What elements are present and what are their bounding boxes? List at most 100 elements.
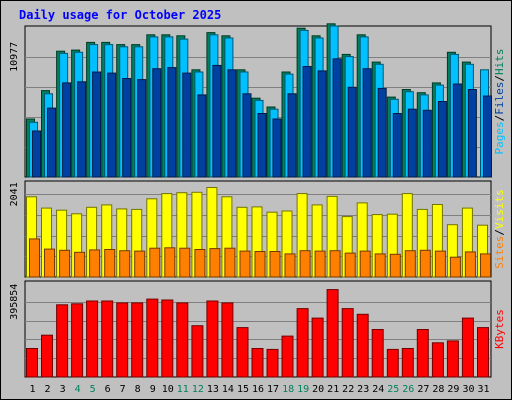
- bar-pages: [377, 87, 387, 178]
- bar-sites: [209, 248, 221, 278]
- bar-pages: [392, 113, 402, 178]
- bar-sites: [254, 251, 266, 278]
- bar-kbytes: [416, 329, 429, 378]
- day-label: 29: [447, 384, 459, 395]
- day-label: 8: [135, 384, 141, 395]
- bar-pages: [77, 81, 87, 178]
- bar-pages: [47, 107, 56, 178]
- day-label: 7: [120, 384, 126, 395]
- bar-pages: [437, 101, 447, 178]
- bar-kbytes: [266, 348, 279, 378]
- bar-sites: [164, 247, 176, 278]
- bar-pages: [287, 93, 297, 178]
- bar-sites: [44, 248, 55, 278]
- bar-kbytes: [86, 300, 99, 378]
- day-label: 2: [44, 384, 50, 395]
- side-label-kbytes: KBytes: [493, 309, 506, 349]
- day-label: 1: [29, 384, 35, 395]
- day-label: 5: [90, 384, 96, 395]
- day-label: 28: [432, 384, 444, 395]
- day-label: 26: [402, 384, 414, 395]
- bar-pages: [122, 78, 132, 178]
- bar-pages: [32, 130, 41, 178]
- side-label-separator: /: [493, 115, 506, 122]
- day-label: 20: [312, 384, 324, 395]
- bar-pages: [347, 86, 357, 178]
- bar-kbytes: [176, 302, 189, 378]
- day-label: 27: [417, 384, 429, 395]
- bar-kbytes: [431, 342, 444, 378]
- side-label-visits: Visits: [493, 189, 506, 229]
- bar-kbytes: [371, 329, 384, 378]
- bar-pages: [137, 79, 147, 178]
- bar-pages: [302, 66, 312, 178]
- bar-kbytes: [146, 298, 159, 378]
- bar-kbytes: [161, 299, 174, 378]
- day-label: 19: [297, 384, 309, 395]
- bar-pages: [452, 83, 462, 178]
- bar-sites: [434, 250, 446, 278]
- bar-sites: [389, 253, 401, 278]
- side-label-group: KBytes: [493, 309, 506, 349]
- day-label: 31: [477, 384, 489, 395]
- bar-pages: [227, 69, 237, 178]
- panel-side-labels: KBytes: [493, 309, 506, 349]
- bar-sites: [104, 249, 116, 278]
- bar-pages: [332, 58, 342, 178]
- bar-kbytes: [191, 325, 204, 378]
- bar-pages: [182, 72, 192, 178]
- bar-kbytes: [326, 289, 339, 378]
- bar-pages: [107, 72, 117, 178]
- day-label: 17: [267, 384, 279, 395]
- bar-sites: [359, 250, 371, 278]
- bar-kbytes: [356, 313, 369, 378]
- day-label: 14: [222, 384, 234, 395]
- bar-kbytes: [251, 348, 264, 378]
- bar-kbytes: [386, 348, 399, 378]
- bar-kbytes: [131, 302, 144, 378]
- day-label: 23: [357, 384, 369, 395]
- bar-sites: [239, 250, 251, 278]
- bar-kbytes: [281, 335, 294, 378]
- bar-pages: [62, 82, 72, 178]
- panel-side-labels: Sites/Visits: [493, 189, 506, 269]
- bar-sites: [89, 249, 101, 278]
- side-label-separator: /: [493, 229, 506, 236]
- day-label: 9: [150, 384, 156, 395]
- bar-sites: [404, 250, 416, 278]
- panel-visits-sites: 2041 Sites/Visits: [9, 180, 506, 278]
- day-label: 6: [105, 384, 111, 395]
- bar-pages: [257, 113, 267, 178]
- bar-pages: [407, 108, 417, 178]
- side-label-group: Pages/Files/Hits: [493, 49, 506, 155]
- bar-kbytes: [116, 302, 129, 378]
- bar-pages: [197, 94, 207, 178]
- day-label: 15: [237, 384, 249, 395]
- bar-kbytes: [401, 348, 414, 378]
- bar-sites: [134, 250, 146, 278]
- bar-pages: [272, 118, 282, 178]
- side-label-group: Sites/Visits: [493, 189, 506, 269]
- bar-sites: [480, 253, 491, 278]
- bar-pages: [467, 89, 477, 178]
- bar-sites: [119, 250, 131, 278]
- bar-sites: [194, 249, 206, 278]
- bar-kbytes: [221, 302, 234, 378]
- bar-pages: [152, 68, 162, 178]
- day-label: 21: [327, 384, 339, 395]
- bar-sites: [314, 250, 326, 278]
- day-label: 11: [177, 384, 189, 395]
- bar-sites: [269, 251, 281, 278]
- bar-sites: [224, 247, 236, 278]
- bar-kbytes: [56, 304, 69, 378]
- day-label: 18: [282, 384, 294, 395]
- bar-sites: [284, 253, 296, 278]
- bar-pages: [422, 109, 432, 178]
- bar-pages: [92, 71, 102, 178]
- bar-sites: [179, 247, 191, 278]
- bar-kbytes: [26, 348, 38, 378]
- bar-kbytes: [461, 317, 474, 378]
